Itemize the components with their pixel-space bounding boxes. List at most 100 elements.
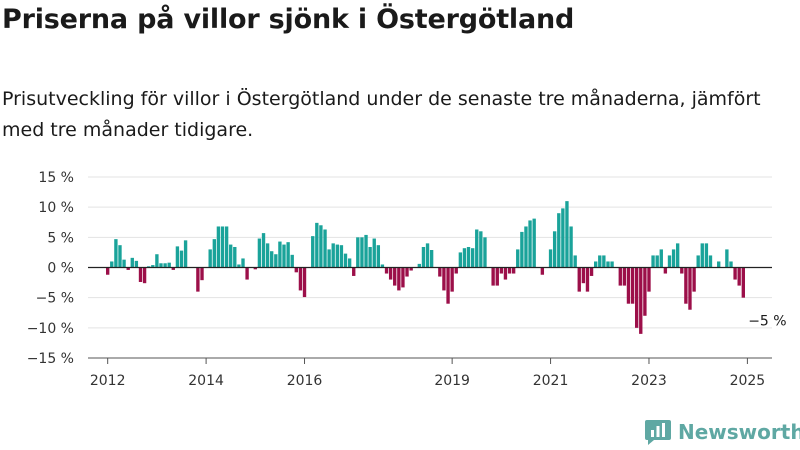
bars <box>106 201 745 334</box>
bar <box>540 267 545 275</box>
x-tick-label: 2016 <box>287 373 323 389</box>
bar <box>639 267 643 334</box>
bar <box>470 248 475 268</box>
bar <box>409 267 413 271</box>
bar <box>323 229 327 268</box>
x-tick-label: 2023 <box>631 373 667 389</box>
x-tick-label: 2021 <box>533 373 569 389</box>
bar <box>179 250 184 268</box>
bar <box>106 267 110 275</box>
y-tick-label: 10 % <box>38 200 74 216</box>
bar <box>696 255 700 268</box>
bar <box>163 263 167 268</box>
bar <box>573 255 577 268</box>
bar <box>224 226 229 268</box>
bar <box>274 254 278 268</box>
bar <box>450 267 454 292</box>
bar <box>212 239 216 268</box>
bar <box>126 267 130 270</box>
bar <box>692 267 696 292</box>
bar <box>368 246 372 268</box>
chart-title: Priserna på villor sjönk i Östergötland <box>2 4 575 35</box>
bar <box>475 229 479 268</box>
bar <box>347 258 352 268</box>
bar <box>397 267 401 291</box>
bar <box>278 241 282 268</box>
bar <box>561 208 565 268</box>
bar <box>388 267 393 280</box>
bar <box>442 267 446 291</box>
bar <box>151 265 155 268</box>
bar <box>233 246 237 268</box>
bar <box>265 243 270 268</box>
bar <box>356 237 360 268</box>
x-tick-label: 2025 <box>730 373 766 389</box>
bar <box>405 267 409 277</box>
x-tick-label: 2019 <box>434 373 470 389</box>
bar <box>282 244 286 268</box>
bar <box>290 254 294 268</box>
bar <box>229 244 233 268</box>
bar <box>261 233 266 268</box>
bar <box>315 222 319 268</box>
bar <box>507 267 512 274</box>
y-tick-label: 15 % <box>38 170 74 186</box>
annotations: −5 % <box>748 314 786 330</box>
y-tick-label: −10 % <box>27 321 74 337</box>
bar <box>196 267 200 292</box>
bar-chart: −15 %−10 %−5 %0 %5 %10 %15 % 2012 2014 201… <box>27 170 787 389</box>
bar <box>733 267 737 280</box>
bar <box>253 267 257 270</box>
bar <box>401 267 405 288</box>
bar <box>569 226 573 268</box>
bar <box>376 245 381 268</box>
bar <box>118 245 122 268</box>
bar <box>167 262 171 268</box>
bar <box>643 267 647 316</box>
bar <box>417 263 422 268</box>
bar <box>680 267 684 274</box>
bar <box>585 267 590 292</box>
bar <box>503 267 508 280</box>
bar <box>454 267 458 274</box>
bar <box>516 249 520 268</box>
bar <box>700 243 704 268</box>
bar <box>737 267 741 286</box>
bar <box>466 246 471 268</box>
bar <box>524 226 528 268</box>
newsworthy-logo-icon <box>645 420 671 445</box>
bar <box>122 259 126 268</box>
bar <box>429 250 434 268</box>
bar <box>155 254 159 268</box>
bar <box>548 249 553 268</box>
bar <box>364 234 368 268</box>
bar <box>327 249 331 268</box>
bar <box>245 267 249 280</box>
brand: Newsworthy <box>644 418 800 446</box>
bar <box>577 267 581 292</box>
bar <box>717 261 721 268</box>
bar <box>339 245 344 268</box>
bar <box>581 267 586 284</box>
bar <box>352 267 356 276</box>
bar <box>294 267 298 273</box>
bar <box>589 267 594 276</box>
x-axis: 2012 2014 2016 2019 2021 2023 2025 <box>88 357 772 389</box>
y-tick-label: −5 % <box>36 291 74 307</box>
y-tick-label: 5 % <box>47 230 74 246</box>
bar <box>663 267 668 274</box>
bar <box>594 261 598 268</box>
bar <box>462 248 467 268</box>
bar <box>114 239 118 268</box>
bar <box>647 267 651 292</box>
bar <box>200 267 204 281</box>
bar <box>741 267 745 298</box>
bar <box>110 261 114 268</box>
bar <box>216 226 221 268</box>
bar <box>622 267 627 286</box>
bar <box>659 249 663 268</box>
y-tick-label: −15 % <box>27 351 74 367</box>
bar <box>671 249 676 268</box>
bar <box>319 225 323 268</box>
bar <box>618 267 622 286</box>
